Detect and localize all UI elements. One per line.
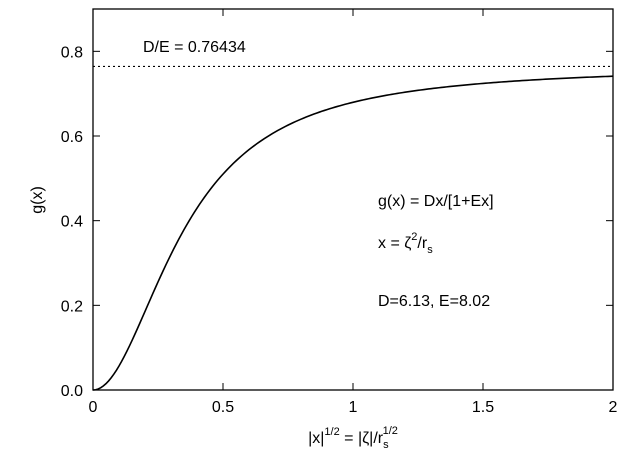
x-tick-label: 0 [89, 399, 98, 416]
x-axis-label-base: |x| [308, 430, 324, 447]
x-tick-label: 1.5 [472, 399, 494, 416]
y-tick-label: 0.4 [61, 214, 83, 231]
y-tick-label: 0.8 [61, 44, 83, 61]
tick-group: 0 0.5 1 1.5 2 0.0 0.2 0.4 0.6 0.8 [61, 9, 618, 416]
formula-annotation: g(x) = Dx/[1+Ex] [378, 193, 494, 210]
y-tick-label: 0.6 [61, 129, 83, 146]
plot-frame [92, 8, 614, 391]
params-annotation: D=6.13, E=8.02 [378, 293, 490, 310]
x-definition: x = ζ2/rs [378, 231, 433, 256]
x-definition-sup: 2 [411, 231, 417, 243]
x-tick-label: 1 [349, 399, 358, 416]
x-axis-label-mid: = |ζ|/r [340, 430, 384, 447]
x-definition-sub: s [427, 244, 433, 256]
x-definition-mid: /r [417, 235, 427, 252]
y-axis-label: g(x) [29, 186, 46, 214]
x-axis-label-sup2: 1/2 [383, 425, 398, 437]
x-definition-base: x = ζ [378, 235, 411, 252]
g-curve [92, 75, 614, 391]
x-tick-label: 0.5 [212, 399, 234, 416]
y-tick-label: 0.2 [61, 298, 83, 315]
x-axis-label-sub: s [383, 439, 389, 451]
y-tick-label: 0.0 [61, 383, 83, 400]
series-group [92, 65, 614, 391]
x-axis-label: |x|1/2 = |ζ|/rs1/2 [308, 425, 398, 451]
x-tick-label: 2 [609, 399, 618, 416]
x-axis-label-sup: 1/2 [324, 426, 339, 438]
asymptote-label: D/E = 0.76434 [143, 39, 246, 56]
